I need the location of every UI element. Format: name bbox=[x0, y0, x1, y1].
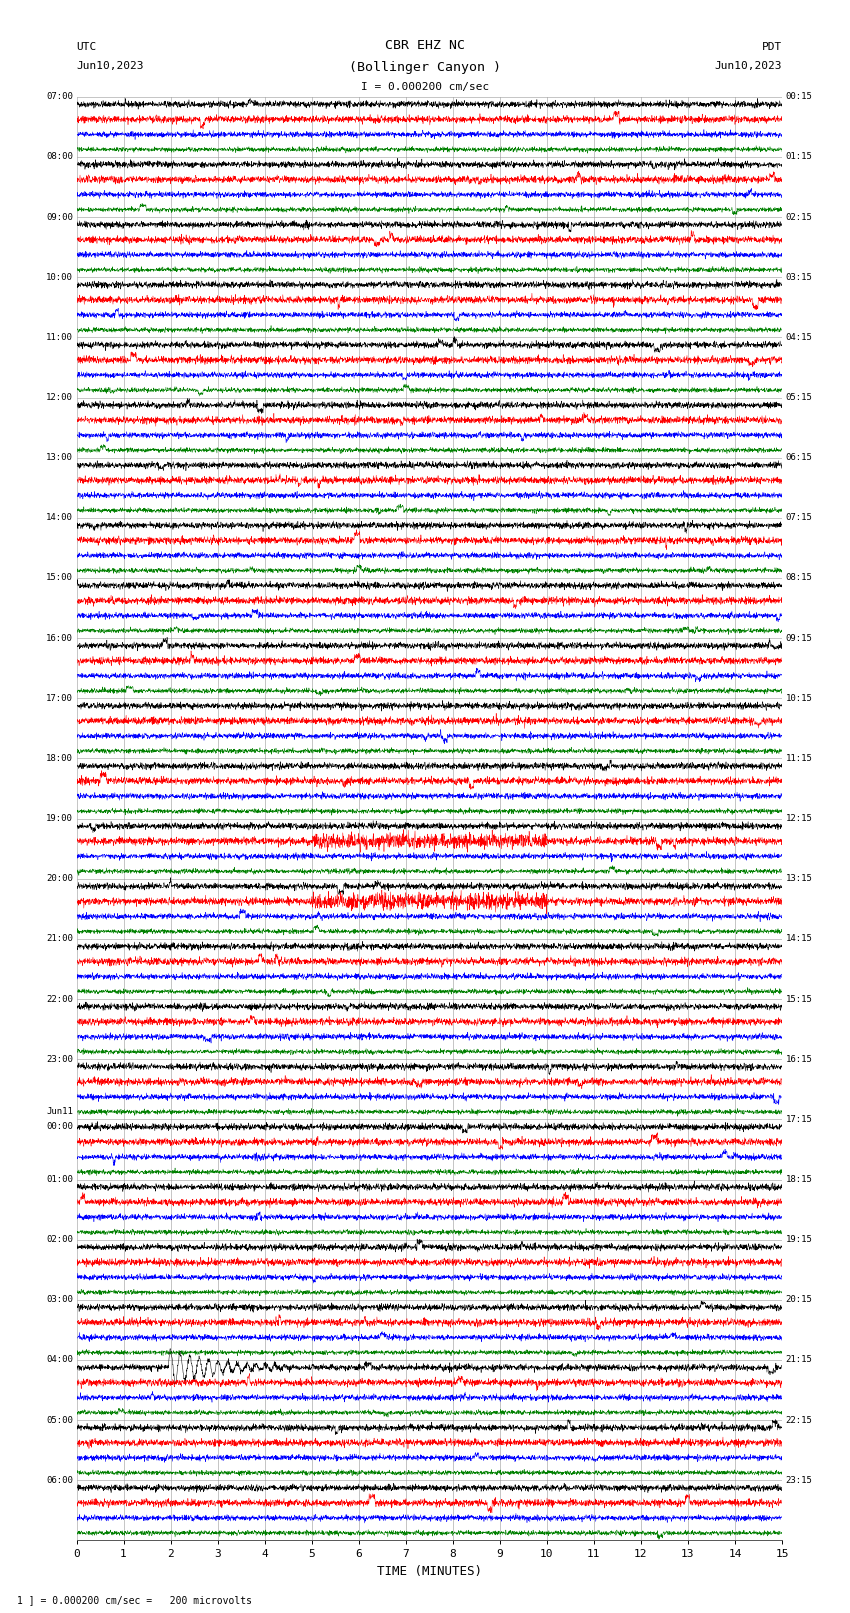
Text: 06:15: 06:15 bbox=[785, 453, 813, 463]
Text: 04:15: 04:15 bbox=[785, 332, 813, 342]
Text: 07:00: 07:00 bbox=[46, 92, 73, 102]
Text: 19:00: 19:00 bbox=[46, 815, 73, 823]
Text: 05:00: 05:00 bbox=[46, 1416, 73, 1424]
Text: Jun10,2023: Jun10,2023 bbox=[715, 61, 782, 71]
Text: 08:00: 08:00 bbox=[46, 153, 73, 161]
Text: 20:15: 20:15 bbox=[785, 1295, 813, 1305]
Text: 02:00: 02:00 bbox=[46, 1236, 73, 1244]
Text: 14:15: 14:15 bbox=[785, 934, 813, 944]
Text: 22:00: 22:00 bbox=[46, 995, 73, 1003]
Text: 00:00: 00:00 bbox=[46, 1123, 73, 1131]
Text: 13:00: 13:00 bbox=[46, 453, 73, 463]
Text: 20:00: 20:00 bbox=[46, 874, 73, 884]
Text: 11:00: 11:00 bbox=[46, 332, 73, 342]
Text: 10:15: 10:15 bbox=[785, 694, 813, 703]
Text: 09:15: 09:15 bbox=[785, 634, 813, 642]
Text: 13:15: 13:15 bbox=[785, 874, 813, 884]
Text: 18:00: 18:00 bbox=[46, 753, 73, 763]
Text: 17:15: 17:15 bbox=[785, 1115, 813, 1124]
Text: 1 ] = 0.000200 cm/sec =   200 microvolts: 1 ] = 0.000200 cm/sec = 200 microvolts bbox=[17, 1595, 252, 1605]
Text: I = 0.000200 cm/sec: I = 0.000200 cm/sec bbox=[361, 82, 489, 92]
Text: PDT: PDT bbox=[762, 42, 782, 52]
Text: 19:15: 19:15 bbox=[785, 1236, 813, 1244]
Text: 17:00: 17:00 bbox=[46, 694, 73, 703]
Text: 00:15: 00:15 bbox=[785, 92, 813, 102]
Text: 01:00: 01:00 bbox=[46, 1174, 73, 1184]
Text: 03:00: 03:00 bbox=[46, 1295, 73, 1305]
Text: 21:15: 21:15 bbox=[785, 1355, 813, 1365]
Text: 23:15: 23:15 bbox=[785, 1476, 813, 1484]
Text: 09:00: 09:00 bbox=[46, 213, 73, 221]
Text: 03:15: 03:15 bbox=[785, 273, 813, 282]
Text: (Bollinger Canyon ): (Bollinger Canyon ) bbox=[349, 61, 501, 74]
Text: Jun10,2023: Jun10,2023 bbox=[76, 61, 144, 71]
Text: 14:00: 14:00 bbox=[46, 513, 73, 523]
Text: 18:15: 18:15 bbox=[785, 1174, 813, 1184]
Text: 05:15: 05:15 bbox=[785, 394, 813, 402]
Text: 16:00: 16:00 bbox=[46, 634, 73, 642]
Text: 10:00: 10:00 bbox=[46, 273, 73, 282]
X-axis label: TIME (MINUTES): TIME (MINUTES) bbox=[377, 1565, 482, 1578]
Text: Jun11: Jun11 bbox=[46, 1108, 73, 1116]
Text: 15:15: 15:15 bbox=[785, 995, 813, 1003]
Text: 21:00: 21:00 bbox=[46, 934, 73, 944]
Text: CBR EHZ NC: CBR EHZ NC bbox=[385, 39, 465, 52]
Text: UTC: UTC bbox=[76, 42, 97, 52]
Text: 07:15: 07:15 bbox=[785, 513, 813, 523]
Text: 23:00: 23:00 bbox=[46, 1055, 73, 1063]
Text: 15:00: 15:00 bbox=[46, 574, 73, 582]
Text: 02:15: 02:15 bbox=[785, 213, 813, 221]
Text: 22:15: 22:15 bbox=[785, 1416, 813, 1424]
Text: 11:15: 11:15 bbox=[785, 753, 813, 763]
Text: 12:00: 12:00 bbox=[46, 394, 73, 402]
Text: 08:15: 08:15 bbox=[785, 574, 813, 582]
Text: 04:00: 04:00 bbox=[46, 1355, 73, 1365]
Text: 01:15: 01:15 bbox=[785, 153, 813, 161]
Text: 12:15: 12:15 bbox=[785, 815, 813, 823]
Text: 06:00: 06:00 bbox=[46, 1476, 73, 1484]
Text: 16:15: 16:15 bbox=[785, 1055, 813, 1063]
